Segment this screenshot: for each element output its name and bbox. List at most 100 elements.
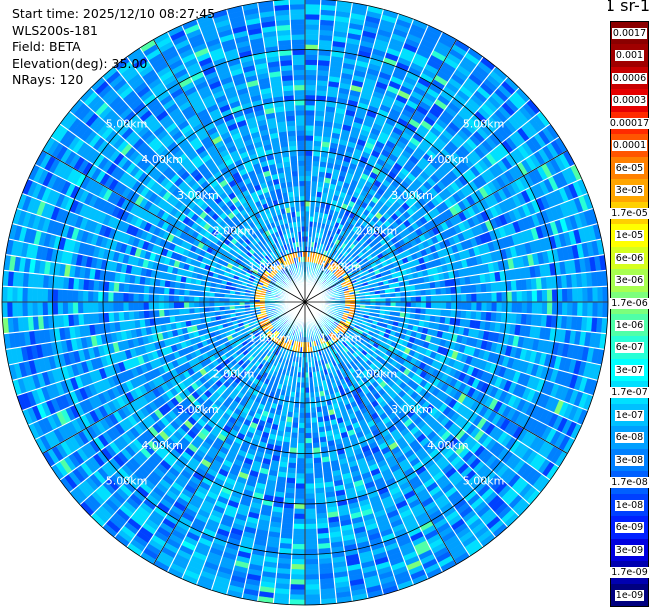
gate-cell [198, 301, 205, 308]
gate-cell [304, 432, 313, 439]
gate-cell [294, 498, 306, 505]
gate-cell [133, 292, 139, 303]
gate-cell [304, 488, 316, 495]
gate-cell [471, 301, 477, 312]
gate-cell [289, 579, 306, 586]
gate-cell [304, 483, 316, 490]
gate-cell [400, 301, 407, 308]
gate-cell [286, 472, 297, 479]
gate-cell [37, 287, 44, 303]
gate-cell [168, 301, 175, 310]
gate-cell [143, 293, 149, 303]
gate-cell [506, 301, 513, 314]
gate-cell [158, 286, 165, 295]
gate-cell [128, 310, 135, 321]
gate-cell [97, 301, 104, 314]
gate-cell [556, 301, 563, 316]
gate-cell [289, 589, 306, 596]
gate-cell [122, 301, 129, 312]
gate-cell [304, 478, 315, 485]
gate-cell [496, 301, 503, 313]
gate-cell [541, 301, 548, 315]
gate-cell [304, 599, 322, 606]
gate-cell [304, 579, 321, 586]
gate-cell [295, 468, 306, 474]
gate-cell [188, 301, 195, 309]
gate-cell [304, 553, 319, 560]
gate-cell [148, 293, 154, 303]
gate-cell [173, 288, 180, 296]
gate-cell [304, 417, 312, 424]
gate-cell [178, 308, 185, 316]
gate-cell [67, 301, 74, 315]
gate-cell [133, 283, 140, 294]
gate-cell [304, 473, 315, 480]
gate-cell [304, 523, 318, 530]
gate-cell [430, 301, 437, 310]
gate-cell [168, 287, 175, 296]
gate-cell [470, 310, 477, 321]
gate-cell [52, 301, 59, 316]
gate-cell [52, 288, 59, 303]
gate-cell [304, 437, 313, 444]
gate-cell [501, 301, 508, 313]
gate-cell [313, 472, 324, 479]
gate-cell [440, 301, 447, 310]
gate-cell [11, 301, 18, 318]
gate-cell [298, 407, 306, 414]
gate-cell [435, 308, 442, 317]
gate-cell [163, 286, 170, 296]
gate-cell [566, 301, 573, 317]
gate-cell [304, 513, 317, 520]
gate-cell [304, 543, 319, 550]
gate-cell [531, 301, 538, 315]
gate-cell [294, 493, 306, 500]
gate-cell [296, 447, 306, 454]
gate-cell [304, 508, 317, 515]
gate-cell [304, 427, 313, 434]
gate-cell [461, 301, 467, 311]
gate-cell [1, 301, 8, 319]
gate-cell [291, 427, 299, 434]
gate-cell [450, 301, 457, 311]
gate-cell [294, 483, 306, 490]
gate-cell [127, 292, 134, 303]
gate-cell [92, 301, 99, 314]
gate-cell [284, 492, 296, 499]
gate-cell [153, 301, 160, 311]
gate-cell [304, 533, 318, 540]
gate-cell [297, 442, 306, 449]
gate-cell [57, 301, 64, 316]
gate-cell [292, 528, 306, 535]
gate-cell [425, 308, 432, 316]
gate-cell [312, 457, 323, 464]
gate-cell [491, 301, 498, 313]
gate-cell [526, 301, 533, 315]
gate-cell [304, 463, 314, 469]
gate-cell [602, 301, 609, 319]
gate-cell [304, 422, 312, 429]
gate-cell [304, 453, 314, 459]
gate-cell [292, 523, 306, 530]
gate-cell [102, 291, 109, 303]
gate-cell [178, 295, 185, 303]
gate-cell [108, 311, 115, 323]
gate-cell [47, 288, 54, 303]
gate-cell [57, 288, 64, 303]
gate-cell [143, 309, 150, 320]
gate-cell [72, 301, 79, 315]
gate-cell [304, 594, 321, 601]
gate-cell [287, 462, 297, 469]
gate-cell [291, 553, 306, 560]
gate-cell [296, 463, 306, 469]
gate-cell [592, 301, 599, 318]
gate-cell [298, 412, 306, 419]
gate-cell [293, 518, 306, 525]
gate-cell [551, 301, 558, 316]
gate-cell [153, 293, 160, 303]
gate-cell [587, 301, 594, 318]
gate-cell [27, 287, 33, 303]
gate-cell [405, 301, 412, 308]
gate-cell [311, 432, 320, 439]
gate-cell [67, 289, 74, 303]
